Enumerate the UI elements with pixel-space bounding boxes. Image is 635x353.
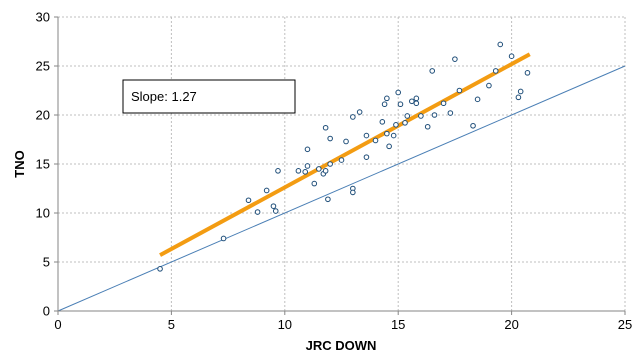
- x-tick-label: 5: [168, 317, 175, 332]
- data-point: [440, 100, 447, 107]
- x-tick-label: 10: [278, 317, 292, 332]
- data-point: [270, 203, 277, 209]
- data-point: [245, 197, 252, 204]
- data-point: [322, 124, 329, 131]
- data-point: [381, 101, 388, 108]
- data-point: [363, 132, 370, 139]
- data-point: [157, 266, 163, 272]
- data-point: [254, 209, 261, 215]
- data-point: [350, 114, 356, 120]
- data-point: [413, 95, 420, 102]
- x-tick-label: 0: [54, 317, 61, 332]
- data-point: [327, 135, 333, 142]
- data-point: [390, 132, 397, 139]
- data-point: [447, 110, 454, 116]
- data-point: [372, 137, 379, 144]
- x-tick-label: 15: [391, 317, 405, 332]
- data-point: [424, 123, 431, 130]
- data-point: [515, 94, 522, 101]
- data-point: [302, 169, 309, 175]
- y-tick-label: 20: [36, 108, 50, 123]
- data-point: [474, 96, 481, 103]
- data-point: [384, 95, 390, 102]
- data-point: [486, 82, 492, 89]
- data-point: [263, 187, 270, 194]
- data-point: [327, 161, 333, 167]
- data-point: [356, 109, 363, 115]
- data-point: [492, 68, 499, 74]
- data-point: [350, 189, 356, 196]
- annotation-text: Slope: 1.27: [131, 89, 197, 104]
- fit-line: [159, 52, 531, 257]
- data-point: [404, 113, 411, 119]
- data-point: [508, 53, 515, 60]
- data-points: [157, 41, 531, 272]
- data-point: [409, 98, 415, 105]
- reference-lines: [57, 52, 626, 312]
- data-point: [220, 235, 227, 242]
- x-tick-label: 20: [504, 317, 518, 332]
- data-point: [386, 143, 392, 150]
- x-tick-label: 25: [618, 317, 632, 332]
- data-point: [452, 56, 458, 62]
- data-point: [524, 70, 531, 76]
- data-point: [431, 112, 438, 118]
- data-point: [517, 88, 524, 95]
- y-tick-label: 15: [36, 157, 50, 172]
- data-point: [395, 89, 402, 96]
- tick-labels: 0 5 10 15 20 25 0 5 10 15 20 25 30: [36, 10, 633, 333]
- data-point: [397, 101, 404, 108]
- data-point: [393, 122, 399, 128]
- y-tick-label: 25: [36, 59, 50, 74]
- data-point: [470, 122, 476, 129]
- y-axis-title: TNO: [12, 150, 27, 177]
- data-point: [429, 68, 436, 74]
- data-point: [497, 41, 504, 48]
- data-point: [338, 157, 345, 163]
- data-point: [413, 100, 420, 107]
- data-point: [311, 180, 318, 187]
- data-point: [402, 120, 408, 126]
- data-point: [384, 130, 390, 137]
- annotation-box: [122, 79, 296, 114]
- data-point: [272, 208, 279, 214]
- axes: [54, 16, 626, 315]
- y-tick-label: 10: [36, 206, 50, 221]
- data-point: [304, 163, 311, 169]
- x-axis-title: JRC DOWN: [306, 338, 377, 353]
- data-point: [275, 168, 281, 174]
- data-point: [456, 87, 463, 94]
- data-point: [343, 138, 349, 145]
- data-point: [316, 166, 322, 172]
- y-tick-label: 0: [43, 304, 50, 319]
- data-point: [322, 168, 329, 174]
- y-tick-label: 30: [36, 10, 50, 25]
- identity-line: [57, 65, 626, 312]
- data-point: [304, 146, 311, 153]
- data-point: [295, 168, 302, 174]
- data-point: [418, 113, 424, 119]
- y-tick-label: 5: [43, 255, 50, 270]
- data-point: [363, 154, 370, 160]
- data-point: [379, 119, 386, 125]
- data-point: [325, 196, 331, 203]
